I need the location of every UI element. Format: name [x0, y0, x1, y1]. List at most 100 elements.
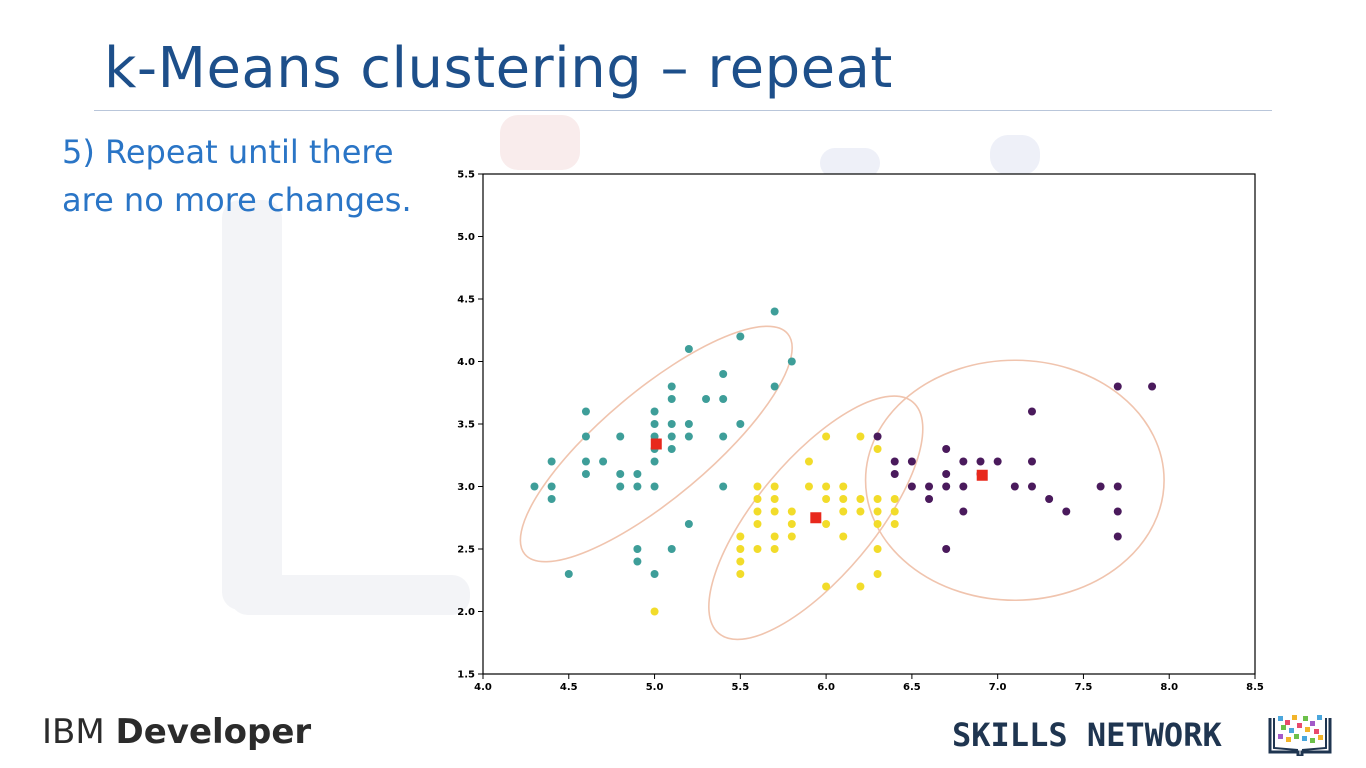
data-point — [650, 457, 659, 466]
x-tick-label: 7.0 — [989, 682, 1007, 693]
data-point — [787, 357, 796, 366]
ibm-logo-text: IBM — [42, 712, 105, 752]
slide-title: k-Means clustering – repeat — [104, 36, 893, 101]
data-point — [564, 570, 573, 578]
data-point — [1027, 407, 1036, 416]
data-point — [547, 495, 556, 503]
data-point — [925, 482, 934, 491]
data-point — [667, 382, 676, 391]
y-tick-label: 5.0 — [457, 232, 475, 243]
data-point — [633, 470, 642, 478]
y-tick-label: 2.0 — [457, 607, 475, 618]
data-point — [804, 457, 813, 466]
chart-svg: 4.0 4.5 5.0 5.5 6.0 6.5 7.0 7.5 8.0 8.5 1.5 2.0 2.5 3… — [457, 170, 1264, 694]
cluster-ellipse — [519, 325, 793, 563]
data-point — [719, 370, 728, 378]
y-tick-label: 1.5 — [457, 670, 475, 681]
data-point — [873, 432, 882, 441]
data-point — [616, 470, 625, 478]
data-point — [667, 432, 676, 441]
x-tick-label: 8.5 — [1246, 682, 1264, 693]
data-point — [736, 420, 745, 428]
data-point — [667, 420, 676, 428]
data-point — [822, 520, 831, 528]
data-point — [856, 507, 865, 516]
data-point — [1027, 457, 1036, 466]
data-point — [839, 482, 848, 491]
data-point — [599, 457, 608, 466]
data-point — [856, 495, 865, 503]
data-point — [787, 532, 796, 541]
plot-frame — [482, 173, 1256, 675]
x-tick-label: 4.5 — [560, 682, 578, 693]
x-tick-label: 6.5 — [903, 682, 921, 693]
data-point — [1113, 507, 1122, 516]
data-point — [650, 570, 659, 578]
x-tick-label: 5.0 — [646, 682, 664, 693]
data-point — [684, 345, 693, 353]
data-point — [873, 545, 882, 553]
centroid-marker — [810, 512, 822, 524]
data-point — [633, 545, 642, 553]
data-point — [547, 457, 556, 466]
data-point — [873, 445, 882, 453]
data-point — [736, 532, 745, 541]
y-tick-label: 3.0 — [457, 482, 475, 493]
data-point — [753, 495, 762, 503]
data-point — [719, 395, 728, 403]
data-point — [770, 507, 779, 516]
data-point — [890, 457, 899, 466]
data-point — [770, 382, 779, 391]
data-point — [753, 520, 762, 528]
data-point — [753, 507, 762, 516]
x-tick-label: 5.5 — [731, 682, 749, 693]
data-point — [719, 432, 728, 441]
data-point — [719, 482, 728, 491]
data-point — [736, 545, 745, 553]
watermark-shape — [500, 115, 580, 170]
data-point — [1113, 532, 1122, 541]
bullet-line-2: are no more changes. — [62, 181, 412, 219]
data-point — [856, 432, 865, 441]
data-point — [650, 607, 659, 616]
watermark-shape — [230, 575, 470, 615]
scatter-chart: 4.0 4.5 5.0 5.5 6.0 6.5 7.0 7.5 8.0 8.5 1.5 2.0 2.5 3… — [440, 160, 1270, 700]
data-point — [770, 307, 779, 316]
centroid-marker — [976, 469, 988, 481]
data-point — [684, 520, 693, 528]
cluster-ellipse — [708, 395, 924, 641]
data-point — [1148, 382, 1157, 391]
data-point — [702, 395, 711, 403]
data-point — [873, 495, 882, 503]
data-point — [822, 582, 831, 591]
data-point — [942, 470, 951, 478]
data-point — [787, 520, 796, 528]
data-point — [787, 507, 796, 516]
data-point — [907, 457, 916, 466]
title-divider — [94, 110, 1272, 111]
data-point — [770, 495, 779, 503]
data-point — [907, 482, 916, 491]
data-point — [530, 482, 539, 491]
data-point — [993, 457, 1002, 466]
data-point — [873, 520, 882, 528]
data-point — [633, 557, 642, 566]
data-point — [667, 395, 676, 403]
data-point — [1027, 482, 1036, 491]
data-point — [804, 482, 813, 491]
book-icon — [1268, 715, 1332, 756]
y-tick-label: 2.5 — [457, 545, 475, 556]
data-point — [890, 520, 899, 528]
data-point — [547, 482, 556, 491]
data-point — [770, 482, 779, 491]
data-point — [959, 482, 968, 491]
data-point — [1096, 482, 1105, 491]
y-tick-label: 5.5 — [457, 170, 475, 181]
data-point — [581, 407, 590, 416]
ibm-developer-logo: IBM Developer — [42, 712, 311, 752]
data-point — [890, 470, 899, 478]
data-point — [959, 507, 968, 516]
data-point — [856, 582, 865, 591]
x-tick-label: 4.0 — [474, 682, 492, 693]
y-tick-label: 3.5 — [457, 420, 475, 431]
